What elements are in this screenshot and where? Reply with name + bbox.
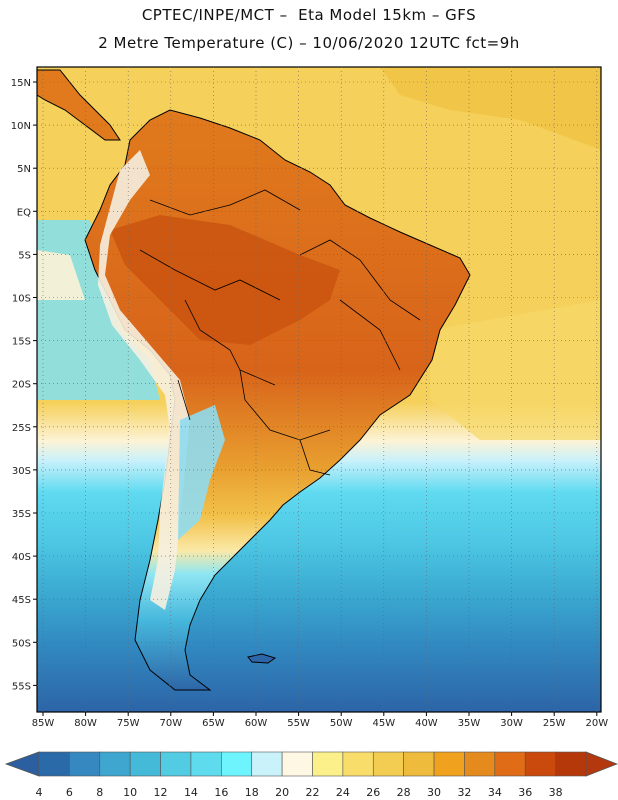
lon-label: 70W: [159, 718, 182, 729]
colorbar-swatch: [464, 751, 496, 777]
colorbar-swatch: [221, 751, 253, 777]
colorbar-tick-label: 36: [518, 786, 532, 799]
lon-label: 45W: [372, 718, 395, 729]
lat-label: 5S: [18, 250, 31, 261]
lat-label: EQ: [17, 207, 31, 218]
colorbar-tick-label: 24: [336, 786, 350, 799]
colorbar-tick-label: 18: [245, 786, 259, 799]
lat-label: 35S: [12, 509, 31, 520]
lat-label: 45S: [12, 595, 31, 606]
colorbar-swatch: [403, 751, 435, 777]
ocean-warm-band-south: [430, 300, 601, 440]
lon-label: 85W: [32, 718, 55, 729]
map-frame: [36, 66, 602, 713]
colorbar-left-arrow: [4, 751, 40, 777]
andes-cool-strip: [98, 150, 190, 610]
lon-label: 50W: [330, 718, 353, 729]
colorbar-tick-label: 28: [397, 786, 411, 799]
graticule: [33, 67, 601, 716]
lon-label: 30W: [500, 718, 523, 729]
lat-label: 25S: [12, 423, 31, 434]
colorbar-tick-label: 26: [366, 786, 380, 799]
colorbar-tick-label: 30: [427, 786, 441, 799]
ocean-warm-band: [380, 67, 601, 150]
colorbar-swatch: [69, 751, 101, 777]
colorbar-swatch: [99, 751, 131, 777]
andes-snow-south: [178, 405, 225, 540]
falklands: [247, 653, 277, 664]
lat-label: 40S: [12, 552, 31, 563]
lon-label: 60W: [245, 718, 268, 729]
lat-label: 55S: [12, 681, 31, 692]
colorbar-swatch: [251, 751, 283, 777]
colorbar-tick-label: 14: [184, 786, 198, 799]
colorbar-swatch: [524, 751, 556, 777]
lon-label: 55W: [287, 718, 310, 729]
colorbar-tick-label: 8: [96, 786, 103, 799]
lat-label: 10S: [12, 294, 31, 305]
colorbar-right-arrow: [585, 751, 618, 777]
colorbar-tick-label: 20: [275, 786, 289, 799]
colorbar-swatch: [38, 751, 70, 777]
lat-label: 30S: [12, 466, 31, 477]
lat-label: 50S: [12, 638, 31, 649]
lon-label: 75W: [117, 718, 140, 729]
lon-label: 65W: [202, 718, 225, 729]
lat-label: 20S: [12, 380, 31, 391]
colorbar: 4 6 8 10 12 14 16 18 20 22 24 26 28 30 32 34 36 38: [4, 751, 618, 799]
colorbar-tick-label: 34: [488, 786, 502, 799]
lon-label: 20W: [585, 718, 608, 729]
colorbar-tick-label: 12: [154, 786, 168, 799]
lat-label: 15S: [12, 337, 31, 348]
colorbar-tick-label: 16: [214, 786, 228, 799]
longitude-labels: 85W 80W 75W 70W 65W 60W 55W 50W 45W 40W 35W 30W 25W 2…: [32, 718, 609, 729]
colorbar-tick-label: 4: [36, 786, 43, 799]
map-title-line1: CPTEC/INPE/MCT – Eta Model 15km – GFS: [141, 6, 477, 24]
lon-label: 25W: [543, 718, 566, 729]
lat-label: 5N: [17, 164, 31, 175]
colorbar-swatch: [433, 751, 465, 777]
colorbar-swatch: [555, 751, 587, 777]
colorbar-tick-label: 32: [457, 786, 471, 799]
lon-label: 40W: [415, 718, 438, 729]
colorbar-swatch: [372, 751, 404, 777]
colorbar-swatch: [312, 751, 344, 777]
colorbar-swatch: [160, 751, 192, 777]
colorbar-tick-label: 22: [306, 786, 320, 799]
colorbar-swatch: [494, 751, 526, 777]
map-title-line2: 2 Metre Temperature (C) – 10/06/2020 12U…: [98, 34, 520, 52]
colorbar-swatch: [190, 751, 222, 777]
central-america-land: [37, 69, 121, 141]
colorbar-swatch: [281, 751, 313, 777]
colorbar-tick-label: 38: [549, 786, 563, 799]
colorbar-tick-label: 10: [123, 786, 137, 799]
colorbar-tick-label: 6: [66, 786, 73, 799]
lat-label: 15N: [11, 78, 31, 89]
land-hot-core: [110, 215, 340, 345]
lat-label: 10N: [11, 121, 31, 132]
pacific-pale-strip: [37, 250, 85, 300]
country-borders: [139, 189, 421, 476]
colorbar-swatch: [129, 751, 161, 777]
colorbar-swatch: [342, 751, 374, 777]
lon-label: 80W: [74, 718, 97, 729]
latitude-labels: 15N 10N 5N EQ 5S 10S 15S 20S 25S 30S 35S 40S 45S 50S 5…: [11, 78, 31, 692]
lon-label: 35W: [458, 718, 481, 729]
